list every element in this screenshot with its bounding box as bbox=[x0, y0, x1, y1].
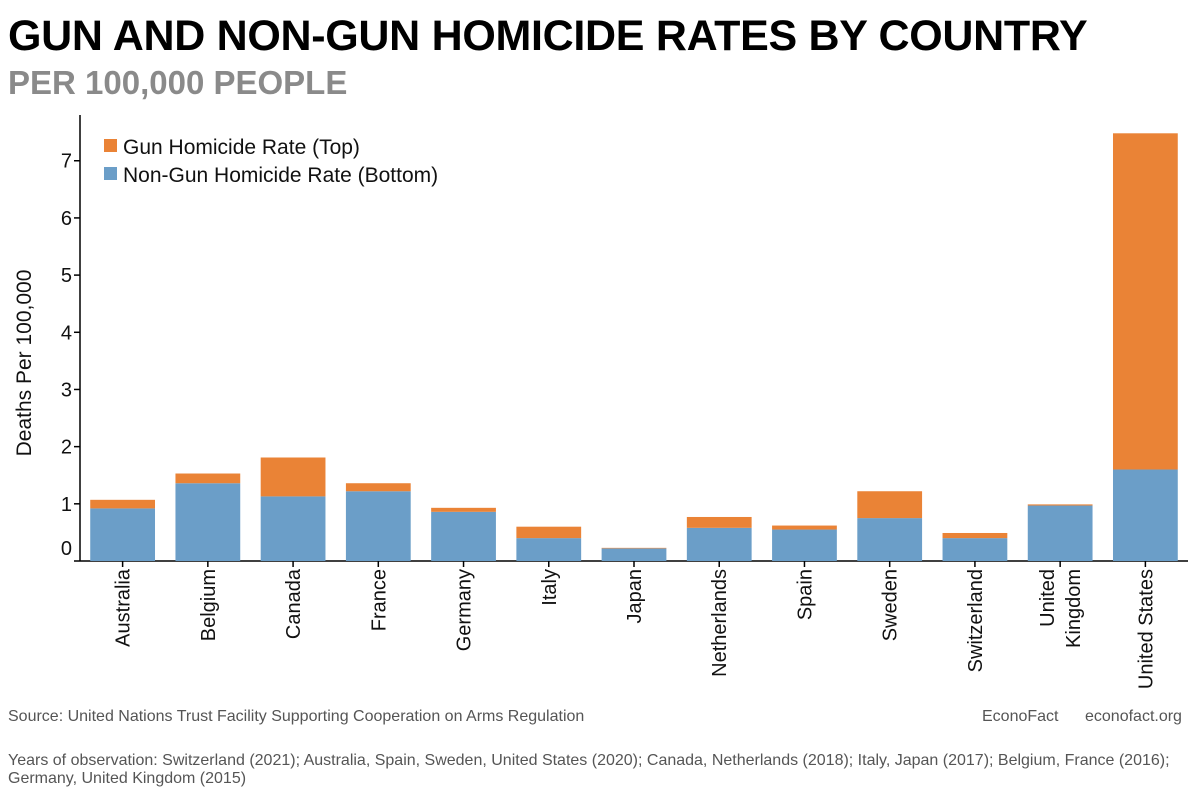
x-tick-label: Australia bbox=[113, 568, 135, 647]
bar-non-gun bbox=[857, 518, 923, 561]
x-tick-label: Canada bbox=[283, 568, 305, 639]
bar-non-gun bbox=[516, 538, 582, 561]
bar-gun bbox=[857, 491, 923, 519]
legend-label: Non-Gun Homicide Rate (Bottom) bbox=[123, 164, 438, 187]
x-tick-label: Sweden bbox=[880, 569, 902, 641]
bar-gun bbox=[431, 507, 496, 512]
brand-name: EconoFact bbox=[982, 708, 1059, 725]
bar-non-gun bbox=[772, 529, 837, 561]
y-tick-label: 5 bbox=[61, 265, 72, 287]
stacked-bar-chart: 0 1 2 3 4 5 6 7 Deaths Per 100,000 Australia Belgi… bbox=[13, 115, 1188, 689]
bar-non-gun bbox=[1027, 505, 1093, 561]
legend-swatch bbox=[104, 139, 117, 152]
bar-non-gun bbox=[431, 511, 496, 561]
bar-gun bbox=[260, 457, 326, 497]
bar-gun bbox=[1112, 133, 1178, 470]
bar-gun bbox=[516, 526, 582, 539]
x-tick-label: Spain bbox=[794, 569, 816, 620]
bar-gun bbox=[1027, 504, 1093, 506]
bar-gun bbox=[345, 483, 411, 492]
brand-url: econofact.org bbox=[1085, 708, 1182, 725]
y-tick-label: 6 bbox=[61, 208, 72, 230]
bar-non-gun bbox=[1112, 469, 1178, 561]
bar-gun bbox=[175, 473, 241, 484]
x-tick-label: United States bbox=[1135, 569, 1157, 689]
bar-non-gun bbox=[686, 527, 752, 561]
x-tick-label: Germany bbox=[454, 569, 476, 651]
chart-title: GUN AND NON-GUN HOMICIDE RATES BY COUNTR… bbox=[8, 12, 1088, 60]
bar-gun bbox=[90, 499, 156, 509]
y-tick-label: 1 bbox=[61, 494, 72, 516]
y-tick-label: 4 bbox=[61, 322, 72, 344]
x-tick-label: France bbox=[368, 569, 390, 631]
chart-subtitle: PER 100,000 PEOPLE bbox=[8, 64, 348, 101]
y-tick-label: 0 bbox=[61, 538, 72, 560]
y-axis-label: Deaths Per 100,000 bbox=[13, 270, 36, 457]
bar-gun bbox=[686, 516, 752, 528]
legend-swatch bbox=[104, 167, 117, 180]
y-tick-label: 7 bbox=[61, 151, 72, 173]
bar-gun bbox=[772, 525, 837, 530]
x-tick-label: Italy bbox=[539, 569, 561, 606]
bar-non-gun bbox=[90, 508, 156, 561]
x-tick-label: Netherlands bbox=[709, 569, 731, 677]
bar-gun bbox=[601, 547, 667, 549]
bar-gun bbox=[942, 532, 1008, 539]
x-tick-label: United Kingdom bbox=[1037, 569, 1085, 648]
bar-non-gun bbox=[260, 496, 326, 561]
y-tick-label: 3 bbox=[61, 379, 72, 401]
legend-label: Gun Homicide Rate (Top) bbox=[123, 136, 360, 159]
source-note: Source: United Nations Trust Facility Su… bbox=[8, 708, 585, 725]
x-tick-label: Belgium bbox=[198, 569, 220, 641]
observation-years-note: Years of observation: Switzerland (2021)… bbox=[8, 752, 1170, 787]
bar-non-gun bbox=[942, 538, 1008, 561]
bar-non-gun bbox=[601, 548, 667, 561]
x-tick-label: Japan bbox=[624, 569, 646, 624]
bar-non-gun bbox=[345, 491, 411, 561]
bar-non-gun bbox=[175, 483, 241, 561]
y-tick-label: 2 bbox=[61, 437, 72, 459]
x-tick-label: Switzerland bbox=[965, 569, 987, 672]
